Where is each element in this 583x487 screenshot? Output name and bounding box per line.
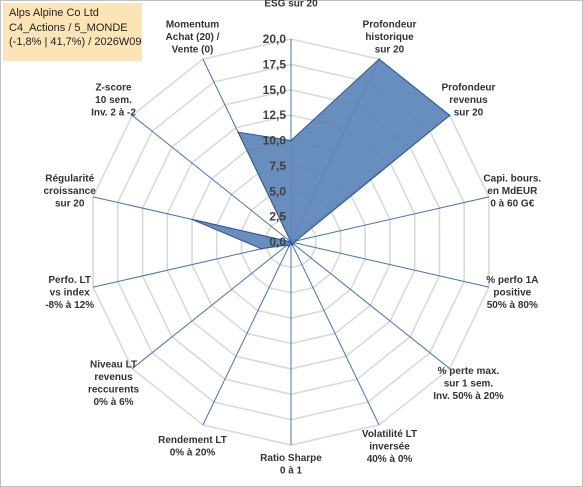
- series-point-11: [191, 218, 193, 221]
- axis-label-line: Perfo. LT: [48, 275, 91, 286]
- axis-label-line: Vente (0): [172, 45, 214, 56]
- axis-label-line: Rendement LT: [158, 435, 227, 446]
- chart-title-company: Alps Alpine Co Ltd: [9, 7, 99, 19]
- axis-label-1: Profondeur historique sur 20: [363, 20, 417, 56]
- axis-label-line: Ratio Sharpe: [260, 453, 322, 464]
- tick-label: 12,5: [263, 108, 287, 122]
- tick-label: 0,0: [269, 235, 286, 249]
- axis-label-2: Profondeur revenus sur 20: [442, 83, 496, 119]
- series-point-13: [237, 131, 239, 134]
- axis-label-line: Volatilité LT: [362, 429, 417, 440]
- axis-label-line: Momentum: [166, 20, 219, 31]
- axis-label-line: Z-score: [95, 83, 132, 94]
- axis-label-line: sur 20: [375, 45, 405, 56]
- axis-label-line: 40% à 0%: [367, 454, 413, 465]
- series-point-9: [286, 244, 288, 246]
- spoke-4: [290, 241, 490, 288]
- radar-series: [191, 58, 451, 250]
- axis-label-line: Inv. 2 à -2: [91, 108, 136, 119]
- axis-label-3: Capi. bours. en MdEUR 0 à 60 G€: [483, 174, 541, 210]
- tick-label: 10,0: [263, 134, 287, 148]
- axis-label-line: Inv. 50% à 20%: [433, 391, 504, 402]
- axis-label-line: sur 20: [454, 108, 484, 119]
- axis-label-5: % perte max. sur 1 sem. Inv. 50% à 20%: [433, 366, 504, 402]
- axis-label-line: reccurents: [88, 385, 140, 396]
- axis-label-line: -8% à 12%: [45, 300, 94, 311]
- axis-label-line: croissance: [44, 186, 97, 197]
- chart-title-subtitle: (-1,8% | 41,7%) / 2026W09: [9, 36, 142, 48]
- axis-label-line: sur 20: [55, 199, 85, 210]
- tick-label: 5,0: [269, 184, 286, 198]
- axis-label-line: Profondeur: [442, 83, 496, 94]
- axis-label-line: 0% à 20%: [170, 448, 216, 459]
- tick-label: 15,0: [263, 83, 287, 97]
- tick-label: 2,5: [269, 210, 286, 224]
- spoke-10: [92, 241, 292, 288]
- series-area: [191, 58, 451, 250]
- axis-label-13: Momentum Achat (20) / Vente (0): [166, 20, 220, 56]
- axis-label-line: revenus: [449, 95, 488, 106]
- axis-label-line: 0 à 1: [280, 466, 303, 477]
- tick-label: 20,0: [263, 32, 287, 46]
- axis-label-line: ESG sur 20: [264, 0, 318, 10]
- axis-label-line: sur 1 sem.: [444, 378, 494, 389]
- axis-label-line: Niveau LT: [90, 360, 137, 371]
- axis-label-line: % perfo 1A: [486, 275, 538, 286]
- series-point-0: [290, 139, 292, 142]
- axis-label-9: Niveau LT revenus reccurents 0% à 6%: [88, 360, 140, 409]
- series-point-8: [287, 245, 290, 248]
- axis-label-12: Z-score 10 sem. Inv. 2 à -2: [91, 83, 136, 119]
- series-point-4: [293, 241, 295, 244]
- spoke-3: [290, 196, 490, 243]
- chart-title-category: C4_Actions / 5_MONDE: [9, 21, 128, 34]
- axis-label-line: % perte max.: [438, 366, 500, 377]
- series-point-10: [260, 247, 263, 250]
- axis-label-6: Volatilité LT inversée 40% à 0%: [362, 429, 417, 465]
- series-point-12: [290, 241, 292, 243]
- spoke-6: [290, 241, 380, 426]
- axis-label-line: Achat (20) /: [166, 32, 220, 43]
- axis-label-line: 10 sem.: [95, 95, 132, 106]
- series-point-1: [378, 58, 380, 60]
- tick-label: 7,5: [269, 159, 286, 173]
- axis-label-line: Capi. bours.: [483, 174, 541, 185]
- axis-label-0: NoteESG sur 20: [264, 0, 318, 10]
- axis-label-8: Rendement LT 0% à 20%: [158, 435, 227, 459]
- axis-label-line: inversée: [369, 441, 410, 452]
- axis-label-7: Ratio Sharpe 0 à 1: [260, 453, 322, 477]
- series-point-6: [291, 243, 294, 246]
- radial-tick-labels: 0,0 2,5 5,0 7,5 10,0 12,5 15,0 17,5 20,0: [263, 32, 287, 249]
- axis-label-line: revenus: [94, 372, 133, 383]
- axis-label-line: Régularité: [45, 174, 94, 185]
- axis-label-4: % perfo 1A positive 50% à 80%: [486, 275, 538, 311]
- axis-label-10: Perfo. LT vs index -8% à 12%: [45, 275, 94, 311]
- axis-label-line: en MdEUR: [487, 186, 538, 197]
- spoke-8: [202, 241, 292, 426]
- axis-label-line: 50% à 80%: [487, 300, 538, 311]
- axis-label-line: Profondeur: [363, 20, 417, 31]
- series-point-2: [448, 114, 451, 117]
- spoke-9: [131, 241, 292, 369]
- spoke-12: [131, 115, 292, 243]
- axis-label-line: positive: [493, 287, 531, 298]
- tick-label: 17,5: [263, 57, 287, 71]
- axis-label-11: Régularité croissance sur 20: [44, 174, 97, 210]
- axis-label-line: 0% à 6%: [94, 397, 134, 408]
- axis-label-line: 0 à 60 G€: [490, 199, 534, 210]
- series-point-3: [295, 240, 297, 242]
- chart-title-box: Alps Alpine Co Ltd C4_Actions / 5_MONDE …: [3, 3, 142, 61]
- spoke-5: [290, 241, 451, 369]
- axis-label-line: vs index: [50, 287, 90, 298]
- axis-label-line: historique: [365, 32, 414, 43]
